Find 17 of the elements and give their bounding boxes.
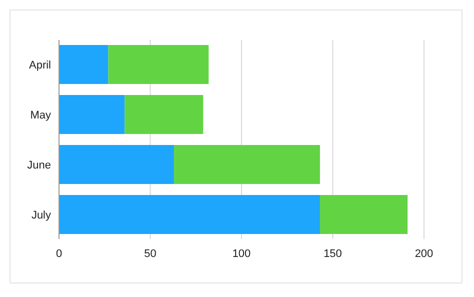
bar (59, 95, 125, 134)
x-tick-label: 150 (324, 248, 342, 260)
x-tick-label: 100 (232, 248, 251, 260)
y-tick-label: June (27, 159, 51, 172)
x-tick-label: 0 (56, 248, 62, 260)
bar (59, 45, 108, 84)
bar (108, 45, 209, 84)
y-tick-label: April (28, 59, 51, 72)
bar (124, 95, 204, 134)
bar (59, 195, 320, 234)
bar (59, 145, 174, 184)
x-tick-label: 50 (144, 248, 156, 260)
y-tick-label: July (31, 209, 52, 222)
y-tick-label: May (30, 109, 52, 122)
bar (320, 195, 408, 234)
x-tick-label: 200 (414, 248, 434, 260)
bar (174, 145, 320, 184)
